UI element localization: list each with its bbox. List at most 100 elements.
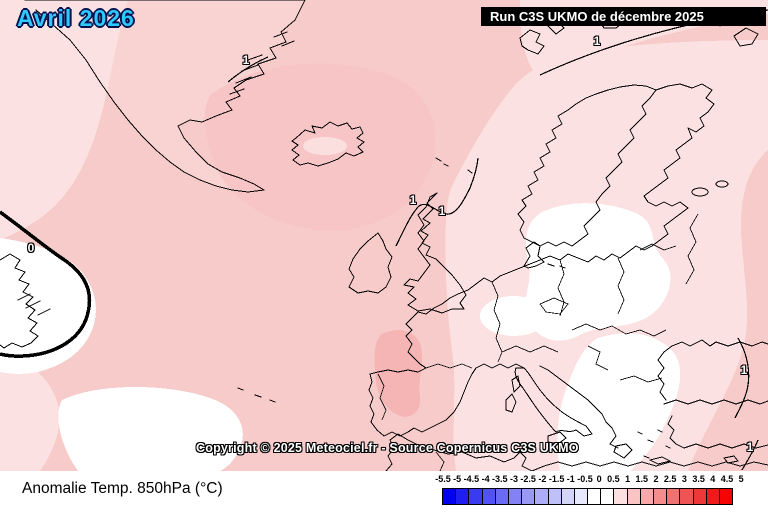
colorbar: -5.5 -5 -4.5 -4 -3.5 -3 -2.5 -2 -1.5 -1 -0.5 0 0.5 1 1… <box>435 471 759 512</box>
lake-ladoga <box>691 187 709 197</box>
colorbar-tick-label: -5.5 <box>435 474 451 484</box>
border-pyrenees <box>425 363 473 369</box>
border-serbia <box>587 345 609 371</box>
finland-coastline <box>643 83 715 209</box>
iceland-coastline <box>291 121 365 167</box>
colorbar-tick-label: 2 <box>653 474 659 484</box>
colorbar-tick-label: -1 <box>566 474 575 484</box>
colorbar-tick-label: 0.5 <box>607 474 620 484</box>
one-contour-line-southeast <box>741 439 759 471</box>
colorbar-cells <box>442 488 734 505</box>
neutral-region-southwest-atlantic <box>58 387 243 471</box>
contour-value-label: 1 <box>746 440 754 454</box>
legend-label: Anomalie Temp. 850hPa (°C) <box>22 480 223 497</box>
colorbar-cell <box>666 488 681 505</box>
colorbar-cell <box>679 488 694 505</box>
colorbar-cell <box>560 488 575 505</box>
greenland-coastline <box>24 0 306 193</box>
anomaly-region-iceland-interior <box>303 137 347 155</box>
anomaly-region-light-southwest-edge <box>0 352 60 471</box>
border-portugal-spain <box>377 373 387 421</box>
colorbar-tick-label: 5 <box>738 474 744 484</box>
colorbar-cell <box>534 488 549 505</box>
peloponnese-coastline <box>613 443 633 459</box>
aegean-islands <box>637 429 671 459</box>
colorbar-tick-label: 3 <box>681 474 687 484</box>
colorbar-tick-label: -1.5 <box>548 474 565 484</box>
black-sea-south-coastline <box>663 399 768 405</box>
border-hungary-romania <box>571 323 667 337</box>
colorbar-cell <box>613 488 628 505</box>
colorbar-tick-label: -5 <box>453 474 462 484</box>
turkey-coastline <box>667 415 768 449</box>
sicily-coastline <box>547 431 567 445</box>
map-canvas <box>0 0 768 471</box>
morocco-coastline <box>385 433 399 471</box>
colorbar-cell <box>507 488 523 505</box>
colorbar-tick-label: -0.5 <box>577 474 593 484</box>
cyprus-coastline <box>723 455 739 464</box>
colorbar-cell <box>639 488 654 505</box>
colorbar-tick-label: 1.5 <box>635 474 649 484</box>
great-britain-coastline <box>403 192 467 314</box>
crete-coastline <box>649 456 671 465</box>
contour-value-label: 1 <box>242 53 250 67</box>
colorbar-tick-label: -4 <box>481 474 490 484</box>
colorbar-tick-label: 4 <box>710 474 716 484</box>
colorbar-tick-label: -4.5 <box>463 474 480 484</box>
border-poland-ukraine <box>617 257 625 315</box>
legend-bar: Anomalie Temp. 850hPa (°C) -5.5 -5 -4.5 -4-… <box>0 471 768 512</box>
colorbar-cell <box>692 488 707 505</box>
colorbar-tick-label: -2.5 <box>520 474 536 484</box>
zero-contour-line <box>0 210 92 358</box>
colorbar-cell <box>587 488 602 505</box>
border-czechia <box>539 297 569 315</box>
colorbar-cell <box>547 488 562 505</box>
copyright-text: Copyright © 2025 Meteociel.fr - Source C… <box>196 441 579 455</box>
colorbar-cell <box>442 488 457 505</box>
colorbar-tick-label: 3.5 <box>692 474 705 484</box>
border-bulgaria <box>619 375 663 383</box>
lake-onega <box>715 180 729 188</box>
neutral-region-eastern-europe <box>525 203 671 341</box>
colorbar-tick-label: -3 <box>509 474 519 484</box>
colorbar-tick-label: 4.5 <box>720 474 734 484</box>
neutral-region-germany <box>480 296 548 336</box>
border-russia-ukraine <box>685 213 699 285</box>
denmark-coastline <box>523 241 566 269</box>
contour-value-label: 0 <box>27 241 35 255</box>
colorbar-cell <box>521 488 536 505</box>
newfoundland-coastline <box>0 253 51 349</box>
sardinia-corsica-coastline <box>505 375 521 413</box>
greenland-fjords <box>229 31 295 95</box>
anomaly-region-light-northwest <box>0 0 128 240</box>
colorbar-tick-label: -2 <box>538 474 547 484</box>
border-alps <box>501 345 559 353</box>
contour-value-label: 1 <box>438 204 446 218</box>
one-contour-line-scotland <box>395 157 479 247</box>
faroe-shetland-islands <box>435 157 473 174</box>
scandinavia-coastline <box>517 84 657 247</box>
anomaly-region-deep-portugal <box>374 330 423 417</box>
colorbar-cell <box>600 488 615 505</box>
italy-coastline <box>514 367 593 437</box>
contour-value-label: 1 <box>740 363 748 377</box>
colorbar-cell <box>653 488 668 505</box>
run-info-badge: Run C3S UKMO de décembre 2025 <box>481 7 766 26</box>
neutral-region-aegean <box>557 333 681 471</box>
colorbar-tick-label: 1 <box>625 474 631 484</box>
colorbar-cell <box>626 488 641 505</box>
colorbar-tick-label: 0 <box>596 474 602 484</box>
colorbar-cell <box>481 488 496 505</box>
balkan-adriatic-coastline <box>539 365 619 449</box>
border-belarus <box>639 243 677 251</box>
colorbar-cell <box>494 488 509 505</box>
continental-europe-coastline <box>368 207 689 437</box>
azores-islands <box>237 387 276 403</box>
colorbar-cell <box>573 488 589 505</box>
one-contour-line-east <box>734 337 750 419</box>
one-contour-line-greenland <box>227 56 269 83</box>
colorbar-tick-label: -3.5 <box>492 474 508 484</box>
border-morocco-algeria <box>435 451 445 471</box>
